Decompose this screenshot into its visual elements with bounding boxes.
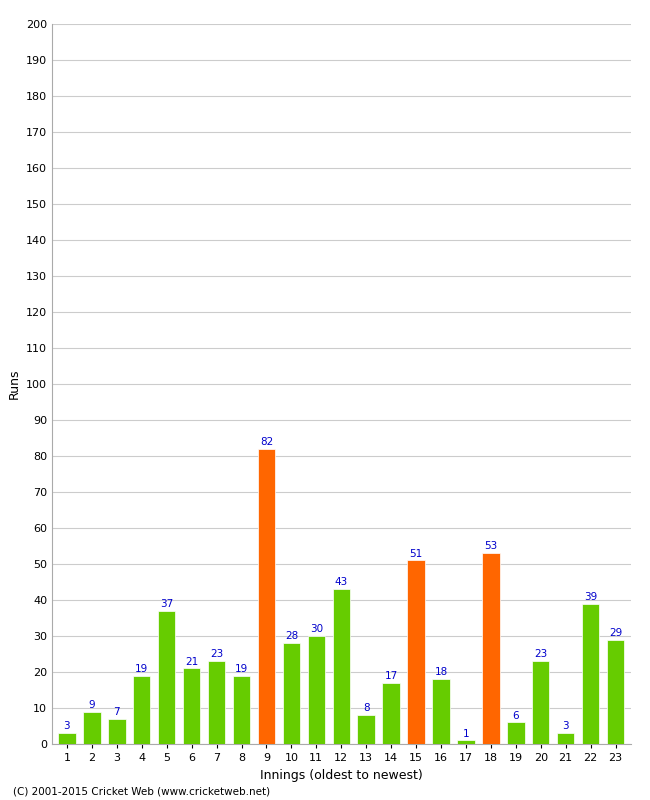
Text: 39: 39 — [584, 592, 597, 602]
Text: 1: 1 — [463, 729, 469, 738]
Text: 19: 19 — [135, 664, 148, 674]
Bar — [408, 560, 425, 744]
Text: 53: 53 — [484, 542, 497, 551]
Bar — [557, 733, 575, 744]
Bar — [532, 661, 549, 744]
Text: 82: 82 — [260, 437, 273, 447]
Text: 21: 21 — [185, 657, 198, 666]
Bar — [83, 712, 101, 744]
Text: 23: 23 — [534, 650, 547, 659]
Bar — [358, 715, 375, 744]
Bar — [183, 668, 200, 744]
Text: 23: 23 — [210, 650, 223, 659]
Text: 17: 17 — [385, 671, 398, 681]
Text: 19: 19 — [235, 664, 248, 674]
Bar — [457, 741, 474, 744]
Text: 3: 3 — [64, 722, 70, 731]
Text: 8: 8 — [363, 703, 369, 714]
Text: 6: 6 — [512, 710, 519, 721]
Bar — [133, 675, 151, 744]
Text: 3: 3 — [562, 722, 569, 731]
Bar — [283, 643, 300, 744]
Bar — [108, 718, 125, 744]
Text: 28: 28 — [285, 631, 298, 642]
Bar — [607, 640, 624, 744]
Bar — [257, 449, 275, 744]
Text: 29: 29 — [609, 628, 622, 638]
Bar — [432, 679, 450, 744]
Bar — [333, 589, 350, 744]
Y-axis label: Runs: Runs — [7, 369, 20, 399]
Bar — [382, 682, 400, 744]
Text: (C) 2001-2015 Cricket Web (www.cricketweb.net): (C) 2001-2015 Cricket Web (www.cricketwe… — [13, 786, 270, 796]
Bar — [158, 611, 176, 744]
Bar — [58, 733, 75, 744]
Text: 30: 30 — [310, 624, 323, 634]
X-axis label: Innings (oldest to newest): Innings (oldest to newest) — [260, 769, 422, 782]
Text: 7: 7 — [114, 707, 120, 717]
Bar — [507, 722, 525, 744]
Text: 43: 43 — [335, 578, 348, 587]
Text: 37: 37 — [160, 599, 174, 609]
Text: 9: 9 — [88, 700, 95, 710]
Bar — [233, 675, 250, 744]
Bar — [307, 636, 325, 744]
Bar — [482, 554, 500, 744]
Text: 18: 18 — [434, 667, 448, 678]
Text: 51: 51 — [410, 549, 422, 558]
Bar — [582, 603, 599, 744]
Bar — [208, 661, 226, 744]
